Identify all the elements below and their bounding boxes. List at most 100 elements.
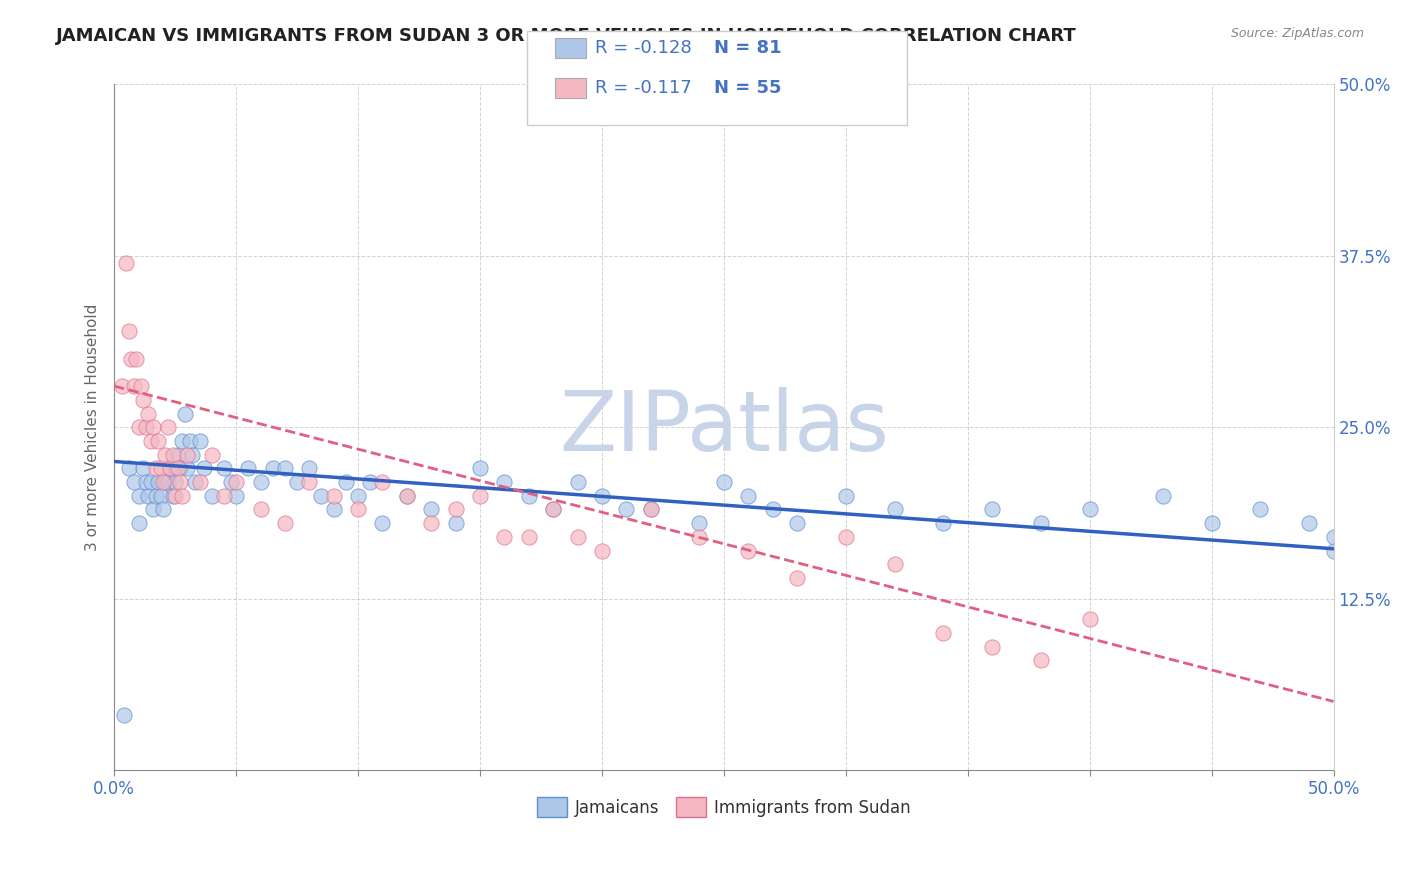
Point (981, 640, 1004, 654)
Point (1249, 502, 1271, 516)
Point (468, 461, 491, 475)
Point (156, 420, 179, 434)
Point (165, 475, 187, 489)
Point (395, 489, 418, 503)
Point (155, 475, 177, 489)
Point (883, 502, 905, 516)
Point (883, 558, 905, 572)
Text: N = 81: N = 81 (714, 39, 782, 57)
Point (359, 475, 381, 489)
Point (145, 489, 167, 503)
Point (188, 475, 211, 489)
Text: R = -0.117: R = -0.117 (595, 79, 692, 97)
Point (311, 489, 333, 503)
Point (201, 448, 224, 462)
Point (371, 475, 394, 489)
Point (347, 489, 370, 503)
Point (225, 475, 247, 489)
Point (1201, 516, 1223, 531)
Point (591, 543, 613, 558)
Point (567, 475, 589, 489)
Point (298, 461, 321, 475)
Point (494, 530, 516, 544)
Point (688, 530, 710, 544)
Point (468, 489, 491, 503)
Point (122, 475, 145, 489)
Text: R = -0.128: R = -0.128 (595, 39, 692, 57)
Point (591, 489, 613, 503)
Point (835, 489, 858, 503)
Point (640, 502, 662, 516)
Point (1322, 530, 1344, 544)
Point (176, 448, 198, 462)
Point (139, 434, 162, 448)
Point (166, 461, 188, 475)
Point (285, 475, 308, 489)
Point (347, 502, 370, 516)
Point (274, 516, 297, 531)
Point (193, 461, 215, 475)
Point (165, 489, 187, 503)
Point (179, 434, 201, 448)
Point (135, 475, 157, 489)
Point (614, 502, 637, 516)
Point (932, 626, 955, 640)
Point (183, 475, 205, 489)
Point (1298, 516, 1320, 531)
Point (146, 475, 169, 489)
Point (786, 571, 808, 585)
Point (517, 489, 540, 503)
Point (149, 461, 172, 475)
Point (262, 461, 284, 475)
Point (541, 502, 564, 516)
Point (298, 475, 321, 489)
Point (567, 530, 589, 544)
Point (762, 502, 785, 516)
Text: Source: ZipAtlas.com: Source: ZipAtlas.com (1230, 27, 1364, 40)
Point (1152, 489, 1174, 503)
Point (128, 489, 150, 503)
Point (786, 516, 808, 531)
Point (125, 351, 148, 366)
Point (139, 475, 162, 489)
Point (128, 516, 150, 531)
Point (444, 516, 467, 531)
Point (212, 489, 235, 503)
Point (737, 489, 759, 503)
Point (181, 448, 204, 462)
Point (541, 502, 564, 516)
Point (249, 502, 271, 516)
Point (145, 461, 167, 475)
Point (136, 489, 159, 503)
Point (172, 489, 194, 503)
Point (136, 407, 159, 421)
Point (713, 475, 735, 489)
Point (1029, 516, 1052, 531)
Point (219, 475, 242, 489)
Point (174, 407, 197, 421)
Point (118, 324, 141, 338)
Point (142, 420, 165, 434)
Point (152, 475, 174, 489)
Point (420, 516, 443, 531)
Text: N = 55: N = 55 (714, 79, 782, 97)
Point (335, 475, 357, 489)
Point (1347, 516, 1369, 531)
Point (115, 255, 138, 269)
Point (420, 502, 443, 516)
Point (128, 420, 150, 434)
Point (1029, 653, 1052, 667)
Point (640, 502, 662, 516)
Point (162, 448, 184, 462)
Point (494, 475, 516, 489)
Point (159, 461, 181, 475)
Point (165, 461, 187, 475)
Point (188, 434, 211, 448)
Point (981, 502, 1004, 516)
Text: ZIPatlas: ZIPatlas (560, 387, 889, 467)
Point (835, 530, 858, 544)
Point (322, 502, 344, 516)
Point (932, 516, 955, 531)
Point (132, 461, 155, 475)
Text: JAMAICAN VS IMMIGRANTS FROM SUDAN 3 OR MORE VEHICLES IN HOUSEHOLD CORRELATION CH: JAMAICAN VS IMMIGRANTS FROM SUDAN 3 OR M… (56, 27, 1077, 45)
